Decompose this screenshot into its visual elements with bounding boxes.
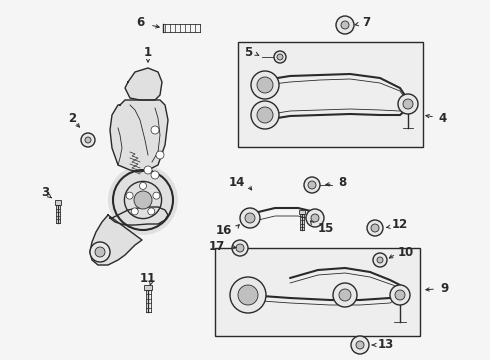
Circle shape <box>373 253 387 267</box>
Circle shape <box>131 208 138 215</box>
Circle shape <box>377 257 383 263</box>
Circle shape <box>403 99 413 109</box>
Circle shape <box>390 285 410 305</box>
Text: 6: 6 <box>136 15 144 28</box>
Text: 14: 14 <box>229 175 245 189</box>
Circle shape <box>151 126 159 134</box>
Bar <box>55 200 61 205</box>
Circle shape <box>230 277 266 313</box>
Circle shape <box>251 101 279 129</box>
Circle shape <box>339 289 351 301</box>
Text: 9: 9 <box>440 282 448 294</box>
Bar <box>144 285 152 290</box>
Circle shape <box>398 94 418 114</box>
Circle shape <box>126 192 133 199</box>
Circle shape <box>351 336 369 354</box>
Circle shape <box>95 247 105 257</box>
Circle shape <box>148 208 155 215</box>
Polygon shape <box>125 68 162 100</box>
Circle shape <box>245 213 255 223</box>
Circle shape <box>153 192 160 199</box>
Circle shape <box>232 240 248 256</box>
Text: 12: 12 <box>392 219 408 231</box>
Text: 5: 5 <box>244 45 252 58</box>
Circle shape <box>336 16 354 34</box>
Circle shape <box>306 209 324 227</box>
Circle shape <box>156 151 164 159</box>
Circle shape <box>90 242 110 262</box>
Bar <box>238 42 423 147</box>
Circle shape <box>311 214 319 222</box>
Text: 15: 15 <box>318 221 334 234</box>
Circle shape <box>240 208 260 228</box>
Circle shape <box>341 21 349 29</box>
Circle shape <box>108 165 178 235</box>
Polygon shape <box>110 207 168 225</box>
Text: 4: 4 <box>438 112 446 125</box>
Text: 13: 13 <box>378 338 394 351</box>
Circle shape <box>304 177 320 193</box>
Circle shape <box>274 51 286 63</box>
Text: 17: 17 <box>209 239 225 252</box>
Text: 7: 7 <box>362 15 370 28</box>
Circle shape <box>151 171 159 179</box>
Text: 3: 3 <box>41 185 49 198</box>
Circle shape <box>238 285 258 305</box>
Bar <box>299 210 305 214</box>
Circle shape <box>367 220 383 236</box>
Circle shape <box>81 133 95 147</box>
Text: 11: 11 <box>140 271 156 284</box>
Circle shape <box>371 224 379 232</box>
Text: 1: 1 <box>144 45 152 58</box>
Circle shape <box>395 290 405 300</box>
Circle shape <box>333 283 357 307</box>
Circle shape <box>144 166 152 174</box>
Circle shape <box>236 244 244 252</box>
Circle shape <box>277 54 283 60</box>
Text: 10: 10 <box>398 246 414 258</box>
Circle shape <box>257 77 273 93</box>
Circle shape <box>251 71 279 99</box>
Circle shape <box>134 191 152 209</box>
Text: 2: 2 <box>68 112 76 125</box>
Text: 8: 8 <box>338 176 346 189</box>
Polygon shape <box>110 100 168 172</box>
Circle shape <box>308 181 316 189</box>
Circle shape <box>85 137 91 143</box>
Circle shape <box>356 341 364 349</box>
Polygon shape <box>90 215 142 265</box>
Bar <box>215 248 420 336</box>
Text: 16: 16 <box>216 224 232 237</box>
Circle shape <box>257 107 273 123</box>
Circle shape <box>140 183 147 189</box>
